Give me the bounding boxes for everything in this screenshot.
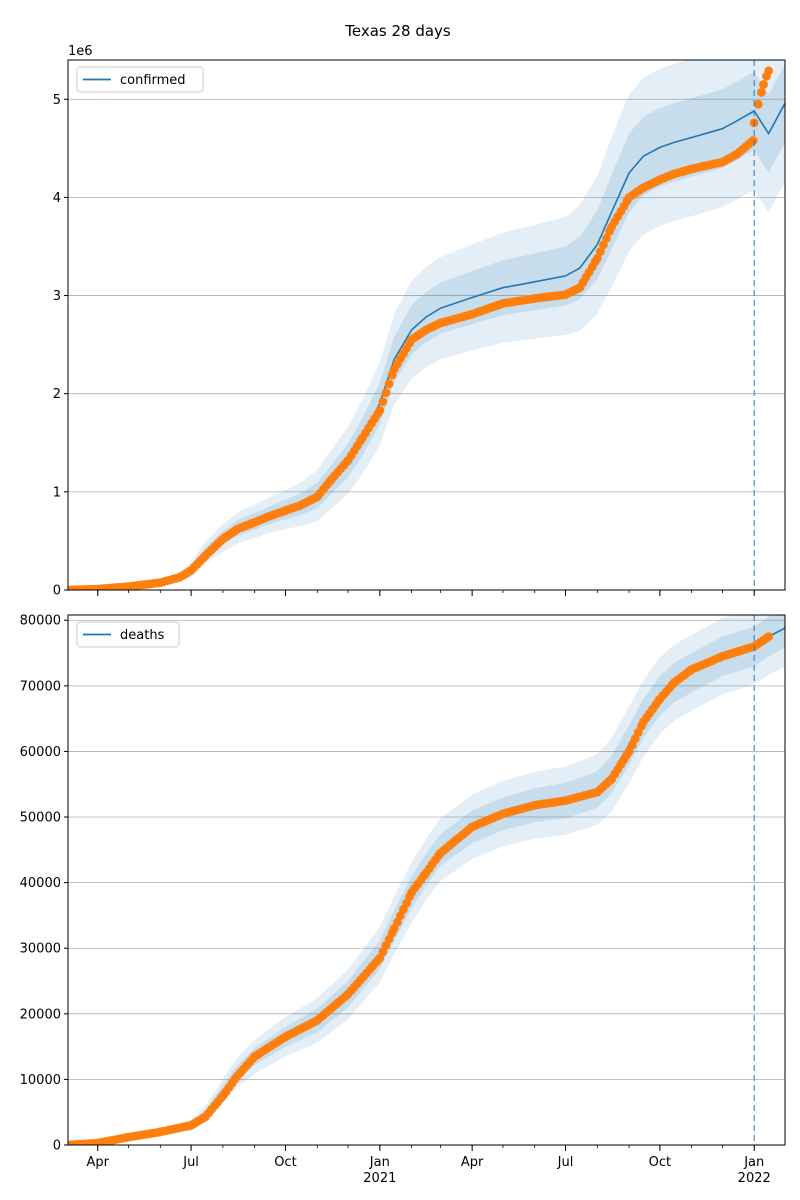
plot-area: [68, 615, 785, 1145]
observed-point: [592, 253, 602, 263]
observed-point: [764, 66, 773, 76]
legend-label: confirmed: [120, 73, 186, 88]
observed-point: [757, 88, 766, 97]
y-tick-label: 2: [53, 387, 61, 402]
y-tick-label: 0: [53, 1139, 61, 1154]
outer-uncertainty-band: [68, 615, 785, 1145]
observed-point: [375, 406, 385, 415]
y-tick-label: 30000: [20, 942, 61, 957]
legend: confirmed: [76, 66, 204, 93]
observed-point: [599, 240, 608, 250]
plot-area: [68, 60, 785, 590]
observed-point: [381, 388, 391, 398]
observed-points: [68, 632, 773, 1145]
y-tick-label: 40000: [20, 876, 61, 891]
y-tick-label: 50000: [20, 811, 61, 826]
y-offset-label: 1e6: [68, 44, 93, 59]
legend-box: [76, 66, 204, 93]
x-tick-label: Oct: [274, 1155, 296, 1170]
x-tick-sublabel: 2022: [738, 1171, 771, 1186]
observed-point: [378, 397, 388, 406]
y-tick-label: 60000: [20, 745, 61, 760]
observed-point: [596, 247, 605, 256]
observed-point: [384, 379, 394, 389]
y-tick-label: 5: [53, 93, 61, 108]
x-tick-label: Apr: [86, 1155, 109, 1170]
legend: deaths: [76, 621, 180, 648]
observed-point: [759, 80, 768, 89]
x-tick-label: Oct: [649, 1155, 671, 1170]
y-tick-label: 70000: [20, 679, 61, 694]
axes-frame: [67, 614, 786, 1146]
confirmed-panel: 0 1 2 3 4 5 1e6 confirmed: [53, 44, 786, 599]
y-tick-label: 4: [53, 191, 61, 206]
observed-points: [68, 66, 773, 590]
x-tick-label: Jan: [369, 1155, 390, 1170]
y-tick-label: 10000: [20, 1073, 61, 1088]
x-tick-label: Jul: [557, 1155, 574, 1170]
legend-box: [76, 621, 180, 648]
x-tick-label: Jul: [182, 1155, 199, 1170]
y-tick-label: 20000: [20, 1007, 61, 1022]
x-tick-label: Apr: [461, 1155, 484, 1170]
y-tick-label: 80000: [20, 614, 61, 629]
y-tick-label: 0: [53, 584, 61, 599]
legend-label: deaths: [120, 628, 165, 643]
observed-point: [748, 136, 758, 145]
observed-point: [753, 99, 763, 109]
axes-frame: [67, 59, 786, 591]
chart-title: Texas 28 days: [344, 22, 451, 40]
inner-uncertainty-band: [68, 615, 785, 1145]
x-tick-label: Jan: [743, 1155, 764, 1170]
y-tick-label: 3: [53, 289, 61, 304]
y-tick-label: 1: [53, 485, 61, 500]
deaths-panel: 0 10000 20000 30000 40000 50000 60000 70000 8000…: [20, 614, 786, 1186]
observed-point: [602, 233, 611, 243]
observed-point: [764, 632, 773, 641]
x-tick-sublabel: 2021: [363, 1171, 396, 1186]
